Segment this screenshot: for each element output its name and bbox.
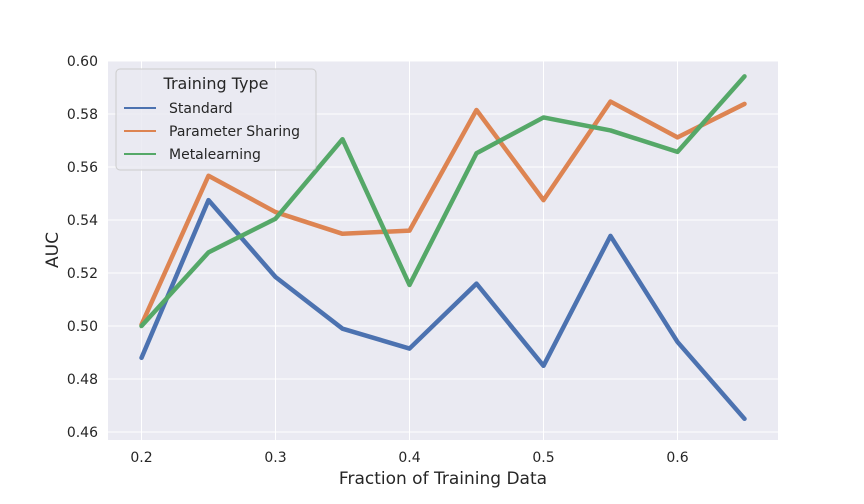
series-line-parameter-sharing [139,99,747,327]
x-tick-label: 0.3 [264,450,286,466]
series-line-metalearning [139,74,747,329]
x-axis-title: Fraction of Training Data [339,469,547,489]
legend-items: Standard Parameter Sharing Metalearning [124,101,300,163]
x-tick-labels: 0.2 0.3 0.4 0.5 0.6 [130,450,688,466]
x-tick-label: 0.4 [398,450,420,466]
legend: Training Type Standard Parameter Sharing M… [115,68,317,171]
series-line-standard [139,197,747,422]
series-layer [139,74,747,422]
legend-title: Training Type [163,74,269,93]
y-tick-label: 0.50 [67,319,98,335]
y-tick-labels: 0.46 0.48 0.50 0.52 0.54 0.56 0.58 0.60 [67,54,98,441]
y-tick-label: 0.58 [67,107,98,123]
x-tick-label: 0.2 [130,450,152,466]
x-tick-label: 0.6 [666,450,688,466]
y-tick-label: 0.60 [67,54,98,70]
legend-label: Metalearning [169,147,261,163]
y-tick-label: 0.46 [67,425,98,441]
y-tick-label: 0.56 [67,160,98,176]
y-tick-label: 0.48 [67,372,98,388]
y-tick-label: 0.54 [67,213,98,229]
legend-label: Standard [169,101,233,117]
y-axis-title: AUC [43,232,63,268]
legend-label: Parameter Sharing [169,124,300,140]
y-tick-label: 0.52 [67,266,98,282]
x-tick-label: 0.5 [532,450,554,466]
legend-box [115,68,317,171]
